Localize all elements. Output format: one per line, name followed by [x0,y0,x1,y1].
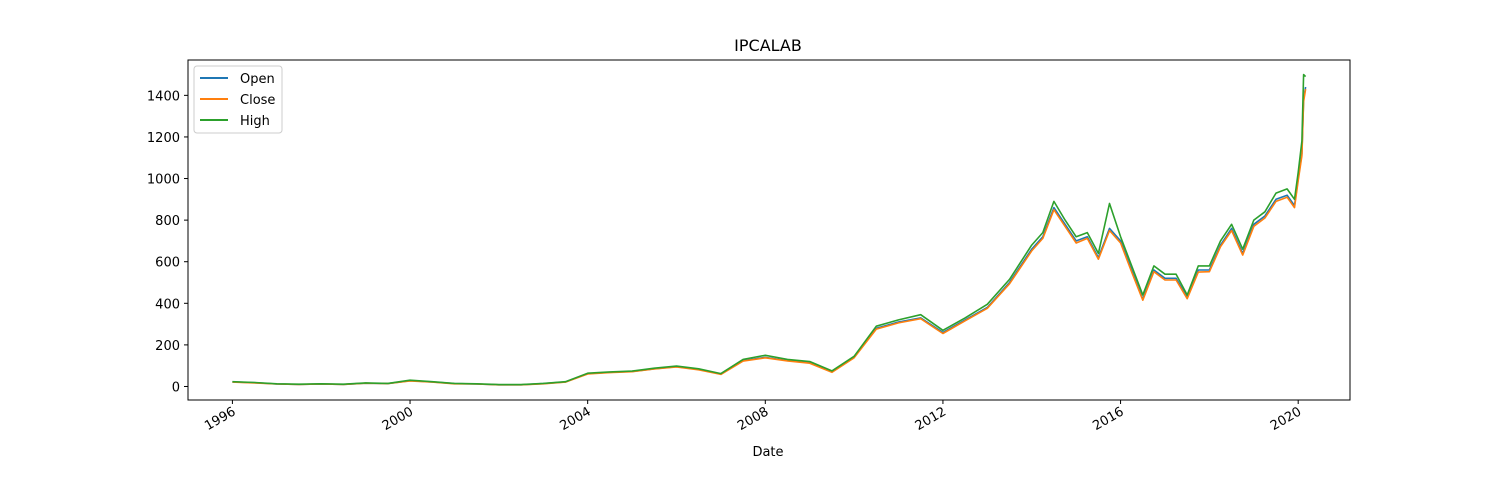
y-tick-label: 1400 [147,89,180,104]
y-tick-label: 1200 [147,131,180,146]
x-axis-ticks: 1996 2000 2004 2008 2012 2016 2020 [202,400,1304,434]
chart-title: IPCALAB [734,36,802,55]
x-tick-label: 2016 [1090,404,1126,434]
legend-label-high: High [240,114,270,129]
x-tick-label: 2012 [913,404,949,434]
legend-box [193,65,283,134]
y-tick-label: 400 [155,297,180,312]
x-tick-label: 2004 [558,404,594,434]
y-tick-label: 1000 [147,173,180,188]
x-axis-label: Date [752,445,783,460]
legend-label-open: Open [240,72,275,87]
plot-frame [187,59,1351,401]
x-tick-label: 2020 [1268,404,1304,434]
y-tick-label: 0 [172,380,180,395]
series-line-high [232,73,1307,386]
y-axis-ticks: 0 200 400 600 800 1000 1200 1400 [147,89,188,395]
plot-border [187,59,1351,401]
y-tick-label: 600 [155,256,180,271]
series-line-close [232,88,1307,386]
x-tick-label: 2000 [380,404,416,434]
y-tick-label: 800 [155,214,180,229]
y-tick-label: 200 [155,339,180,354]
x-tick-label: 2008 [735,404,771,434]
legend-label-close: Close [240,93,275,108]
series-line-open [232,86,1307,386]
series-layer [232,73,1307,386]
x-tick-label: 1996 [202,404,238,434]
legend: Open Close High [193,65,283,134]
